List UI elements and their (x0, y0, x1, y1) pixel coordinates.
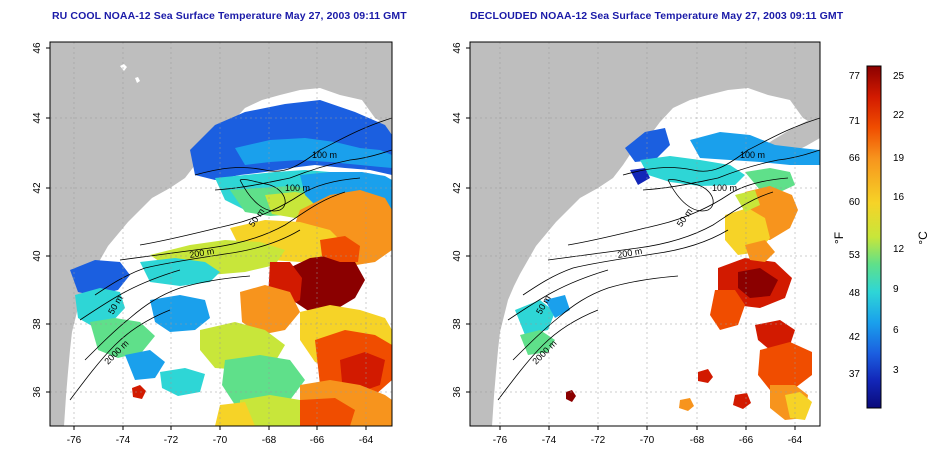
lat-tick-label: 38 (452, 318, 463, 330)
lon-tick-label: -66 (739, 435, 754, 446)
left-lat-labels: 36 38 40 42 44 46 (32, 42, 43, 398)
land-mass (50, 42, 392, 426)
lat-tick-label: 40 (452, 250, 463, 262)
lon-tick-label: -68 (690, 435, 705, 446)
c-tick-label: 3 (893, 365, 899, 376)
lat-tick-label: 42 (32, 182, 43, 194)
colorbar-f-ticks: 77 71 66 60 53 48 42 37 (849, 71, 861, 380)
c-tick-label: 25 (893, 71, 905, 82)
fahrenheit-axis-label: °F (832, 232, 846, 244)
bathymetry-contours-left (69, 117, 392, 401)
lon-tick-label: -64 (359, 435, 374, 446)
lon-tick-label: -64 (788, 435, 803, 446)
lat-tick-label: 40 (32, 250, 43, 262)
f-tick-label: 48 (849, 288, 861, 299)
right-axis-ticks (466, 47, 796, 430)
f-tick-label: 53 (849, 250, 861, 261)
f-tick-label: 60 (849, 197, 861, 208)
grid-right (470, 42, 820, 426)
right-lat-labels: 36 38 40 42 44 46 (452, 42, 463, 398)
left-map-title: RU COOL NOAA-12 Sea Surface Temperature … (52, 10, 407, 22)
lon-tick-label: -70 (213, 435, 228, 446)
f-tick-label: 37 (849, 369, 861, 380)
lon-tick-label: -76 (493, 435, 508, 446)
colorbar: 77 71 66 60 53 48 42 37 25 22 19 16 12 9… (832, 65, 930, 409)
c-tick-label: 6 (893, 325, 899, 336)
lon-tick-label: -76 (67, 435, 82, 446)
f-tick-label: 77 (849, 71, 861, 82)
lon-tick-label: -74 (116, 435, 131, 446)
land-mass (470, 42, 820, 426)
lat-tick-label: 42 (452, 182, 463, 194)
left-lon-labels: -76 -74 -72 -70 -68 -66 -64 (67, 435, 374, 446)
colorbar-ramp (866, 65, 882, 409)
lon-tick-label: -66 (310, 435, 325, 446)
c-tick-label: 12 (893, 244, 905, 255)
c-tick-label: 9 (893, 284, 899, 295)
f-tick-label: 66 (849, 153, 861, 164)
lat-tick-label: 44 (32, 112, 43, 124)
contour-label: 200 m (617, 246, 643, 260)
contour-label: 100 m (712, 183, 737, 193)
c-tick-label: 19 (893, 153, 905, 164)
grid-left (50, 42, 392, 426)
right-lon-labels: -76 -74 -72 -70 -68 -66 -64 (493, 435, 803, 446)
lat-tick-label: 46 (32, 42, 43, 54)
contour-label: 100 m (740, 150, 765, 160)
colorbar-c-ticks: 25 22 19 16 12 9 6 3 (893, 71, 905, 376)
f-tick-label: 71 (849, 116, 861, 127)
lat-tick-label: 46 (452, 42, 463, 54)
lat-tick-label: 36 (452, 386, 463, 398)
contour-label: 200 m (189, 246, 215, 260)
left-axis-ticks (46, 47, 367, 430)
right-map-title: DECLOUDED NOAA-12 Sea Surface Temperatur… (470, 10, 844, 22)
c-tick-label: 22 (893, 110, 905, 121)
lat-tick-label: 38 (32, 318, 43, 330)
lon-tick-label: -72 (591, 435, 606, 446)
lon-tick-label: -70 (640, 435, 655, 446)
lon-tick-label: -68 (262, 435, 277, 446)
lon-tick-label: -74 (542, 435, 557, 446)
lat-tick-label: 44 (452, 112, 463, 124)
celsius-axis-label: °C (916, 231, 930, 245)
f-tick-label: 42 (849, 332, 861, 343)
contour-label: 100 m (285, 183, 310, 193)
right-map: 100 m 100 m 50 m 200 m 50 m 2000 m -76 -… (452, 41, 821, 446)
lon-tick-label: -72 (164, 435, 179, 446)
c-tick-label: 16 (893, 192, 905, 203)
left-map: 100 m 100 m 50 m 200 m 50 m 2000 m -76 -… (32, 41, 393, 446)
contour-label: 100 m (312, 150, 337, 160)
lat-tick-label: 36 (32, 386, 43, 398)
sst-field-right (515, 128, 820, 420)
